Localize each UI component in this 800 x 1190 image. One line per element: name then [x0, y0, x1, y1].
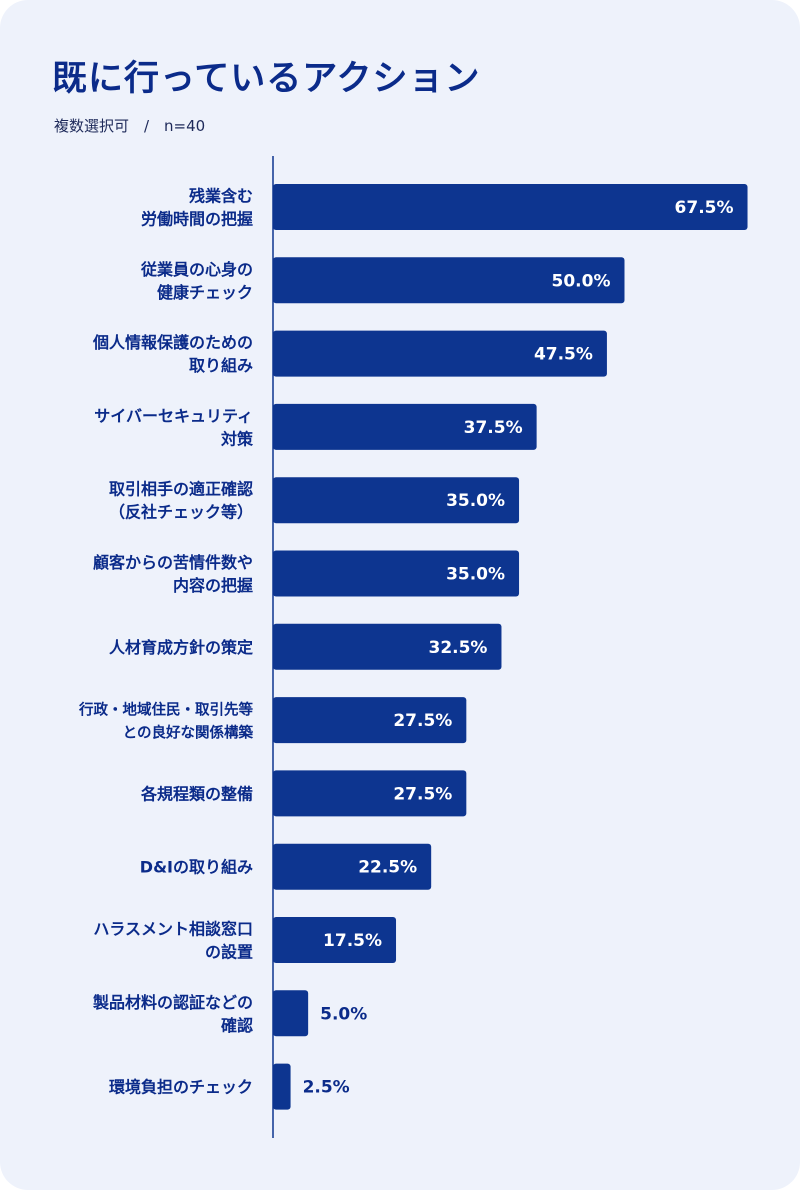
bar — [273, 917, 397, 963]
data-label: 32.5% — [428, 638, 487, 658]
category-label: 取引相手の適正確認（反社チェック等） — [109, 480, 253, 522]
category-label: 行政・地域住民・取引先等との良好な関係構築 — [78, 701, 253, 742]
bar — [273, 623, 502, 670]
category-label: D&Iの取り組み — [140, 858, 253, 877]
data-label: 50.0% — [552, 271, 611, 291]
bar — [273, 403, 537, 450]
category-label: 個人情報保護のための取り組み — [92, 333, 253, 375]
bar — [273, 550, 520, 597]
bar — [273, 1063, 291, 1110]
category-label: 環境負担のチェック — [109, 1078, 253, 1097]
category-label: 各規程類の整備 — [140, 784, 253, 803]
data-label: 35.0% — [446, 491, 505, 511]
category-label: 従業員の心身の健康チェック — [140, 260, 253, 302]
data-label: 27.5% — [393, 784, 452, 804]
category-label: ハラスメント相談窓口の設置 — [93, 920, 253, 962]
bar — [273, 843, 432, 890]
data-label: 37.5% — [464, 418, 523, 438]
bar — [273, 770, 467, 817]
bar — [273, 990, 309, 1037]
chart-title: 既に行っているアクション — [52, 59, 481, 99]
data-label: 47.5% — [534, 345, 593, 365]
data-label: 2.5% — [303, 1078, 350, 1098]
category-label: 残業含む労働時間の把握 — [141, 187, 253, 229]
category-label: 製品材料の認証などの確認 — [92, 993, 253, 1035]
category-label: 人材育成方針の策定 — [109, 638, 253, 657]
bar — [273, 184, 748, 230]
data-label: 27.5% — [393, 711, 452, 731]
data-label: 5.0% — [320, 1004, 367, 1024]
chart-subtitle: 複数選択可 / n=40 — [54, 117, 206, 135]
bar — [273, 257, 625, 304]
category-label: 顧客からの苦情件数や内容の把握 — [93, 553, 253, 595]
data-label: 17.5% — [323, 931, 382, 951]
data-label: 67.5% — [675, 198, 734, 218]
data-label: 22.5% — [358, 858, 417, 878]
category-label: サイバーセキュリティ対策 — [94, 406, 254, 448]
bar — [273, 697, 467, 744]
bar — [273, 330, 607, 377]
data-label: 35.0% — [446, 565, 505, 585]
bar — [273, 477, 520, 524]
